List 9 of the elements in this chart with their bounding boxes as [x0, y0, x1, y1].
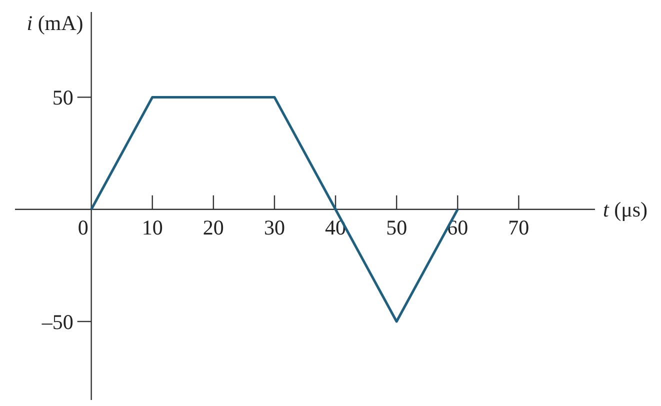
x-axis-title: t (μs): [603, 197, 648, 222]
x-tick-label: 50: [386, 215, 408, 240]
x-tick-label: 70: [508, 215, 530, 240]
x-tick-label: 10: [142, 215, 163, 240]
y-axis-title: i (mA): [26, 11, 84, 35]
y-tick-label: –50: [40, 310, 74, 334]
x-tick-label: 30: [264, 215, 285, 240]
x-tick-label: 20: [202, 215, 224, 240]
x-tick-label: 0: [78, 215, 88, 240]
